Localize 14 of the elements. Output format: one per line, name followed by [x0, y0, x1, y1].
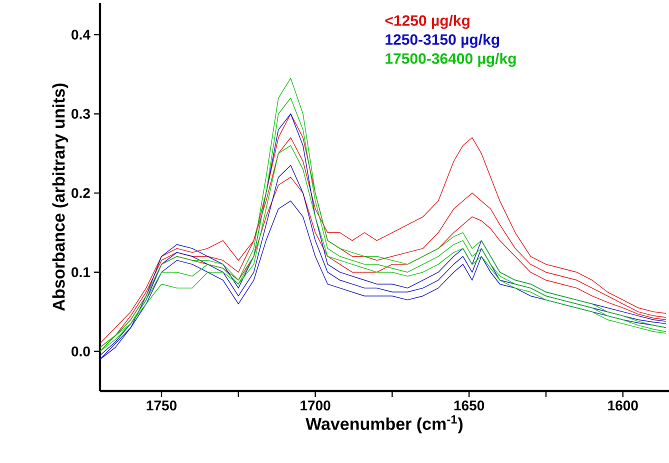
x-tick-label: 1650 [454, 400, 484, 410]
x-axis-title: Wavenumber (cm$^{-1}$) [306, 415, 463, 434]
x-tick-label: 1700 [300, 400, 330, 410]
y-tick-label: 0.1 [72, 267, 90, 278]
y-axis-title: Absorbance (arbitrary units) [52, 84, 68, 311]
text: 1250-3150 µg/kg [386, 34, 500, 48]
y-tick-label: 0.3 [72, 108, 90, 119]
y-tick-label: 0.4 [72, 30, 90, 40]
text: 17500-36400 µg/kg [386, 52, 516, 67]
y-tick-label: 0.2 [72, 188, 90, 198]
x-tick-label: 1600 [608, 400, 638, 410]
y-tick-label: 0.0 [72, 346, 90, 356]
text: <1250 µg/kg [385, 14, 470, 29]
x-tick-label: 1750 [146, 400, 176, 410]
